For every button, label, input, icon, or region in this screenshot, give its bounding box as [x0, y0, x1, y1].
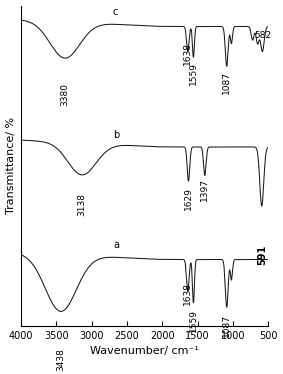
Text: 1629: 1629	[184, 187, 193, 209]
Text: 1559: 1559	[189, 310, 198, 332]
Text: 1559: 1559	[189, 62, 198, 85]
Text: 1087: 1087	[222, 314, 231, 337]
Text: 591: 591	[257, 245, 267, 265]
Text: 1087: 1087	[222, 71, 231, 94]
Text: 1638: 1638	[183, 282, 192, 305]
X-axis label: Wavenumber/ cm⁻¹: Wavenumber/ cm⁻¹	[90, 346, 199, 356]
Text: c: c	[113, 7, 118, 17]
Y-axis label: Transmittance/ %: Transmittance/ %	[6, 117, 16, 214]
Text: b: b	[113, 131, 119, 140]
Text: 3138: 3138	[78, 193, 87, 216]
Text: a: a	[113, 240, 119, 250]
Text: 3380: 3380	[60, 83, 69, 106]
Text: 582: 582	[254, 31, 271, 40]
Text: 1397: 1397	[200, 178, 209, 200]
Text: 3438: 3438	[56, 348, 65, 371]
Text: 1638: 1638	[183, 42, 192, 65]
